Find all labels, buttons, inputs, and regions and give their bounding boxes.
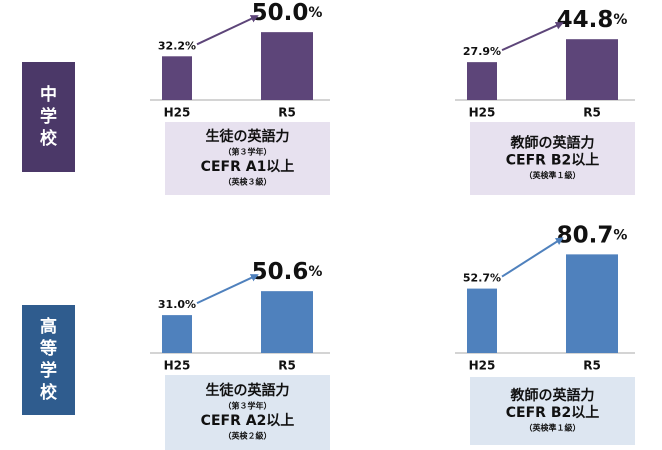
data-label: 52.7% [463,272,501,285]
x-tick-label: R5 [583,359,601,373]
x-tick-label: H25 [469,359,496,373]
bar [261,32,313,101]
data-label: 50.6% [252,259,323,285]
data-label: 44.8% [557,7,628,33]
caption-line: CEFR B2以上 [506,153,599,169]
x-tick-label: R5 [278,359,296,373]
caption-line: （第３学年） [224,401,272,411]
row-box [22,62,75,172]
x-tick-label: R5 [278,106,296,120]
data-label: 32.2% [158,39,196,52]
caption-line: CEFR B2以上 [506,405,599,421]
bar [566,254,618,353]
caption-box [470,377,635,445]
row-box [22,305,75,415]
data-label: 80.7% [557,222,628,248]
bar [162,56,192,100]
caption-line: 生徒の英語力 [206,382,290,399]
data-label: 31.0% [158,298,196,311]
caption-line: CEFR A2以上 [201,413,295,429]
caption-line: （英検２級） [224,431,272,441]
caption-line: 教師の英語力 [511,135,595,152]
bar [467,288,497,353]
bar [261,291,313,353]
trend-arrow [501,237,564,278]
trend-arrow [196,274,259,305]
caption-line: CEFR A1以上 [201,159,295,175]
bar [566,39,618,100]
trend-arrow [196,15,259,46]
data-label: 50.0% [252,0,323,26]
caption-box [165,122,330,195]
caption-box [165,375,330,450]
row-label: 中学校 [40,84,58,149]
caption-line: （英検準１級） [525,170,581,180]
x-tick-label: H25 [164,359,191,373]
x-tick-label: H25 [164,106,191,120]
caption-line: （英検３級） [224,177,272,187]
x-tick-label: H25 [469,106,496,120]
row-label: 高等学校 [40,316,58,403]
caption-line: 生徒の英語力 [206,128,290,145]
data-label: 27.9% [463,45,501,58]
caption-line: 教師の英語力 [511,387,595,404]
trend-arrow [501,22,564,52]
bar [162,315,192,353]
x-tick-label: R5 [583,106,601,120]
caption-box [470,122,635,195]
caption-line: （英検準１級） [525,423,581,433]
bar [467,62,497,100]
caption-line: （第３学年） [224,147,272,157]
